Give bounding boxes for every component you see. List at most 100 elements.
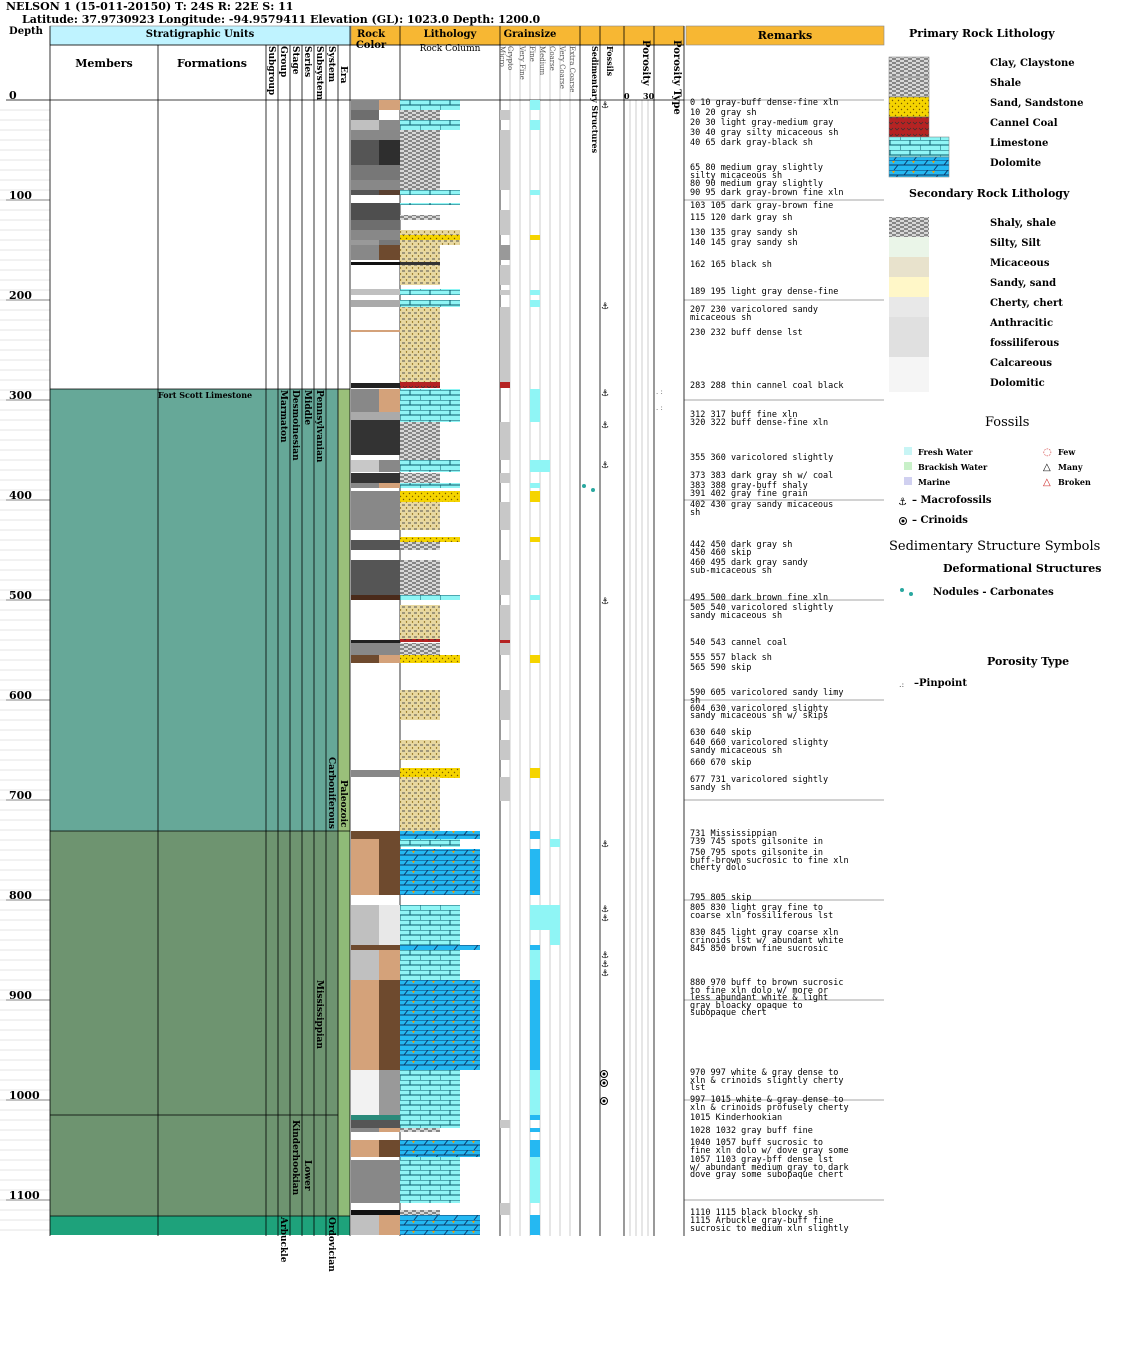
grain-extra-coarse: Extra Coarse [568,46,576,93]
remark-entry: 130 135 gray sandy sh [690,228,798,238]
depth-label: 200 [9,289,32,302]
svg-text:⚓: ⚓ [601,951,609,961]
rank-series: Series [302,46,312,78]
remark-entry: 505 540 varicolored slightly sandy micac… [690,603,834,621]
remark-entry: 140 145 gray sandy sh [690,238,798,248]
depth-label: 0 [9,89,17,102]
remark-entry: 30 40 gray silty micaceous sh [690,128,839,138]
legend-fossiliferous: fossiliferous [990,338,1060,349]
well-location: Latitude: 37.9730923 Longitude: -94.9579… [22,13,541,26]
remark-entry: 805 830 light gray fine to coarse xln fo… [690,903,834,921]
depth-label: 900 [9,989,32,1002]
remark-entry: 1028 1032 gray buff fine [690,1126,813,1136]
remark-entry: 355 360 varicolored slightly [690,453,834,463]
legend-deform-title: Deformational Structures [943,562,1102,575]
legend-few: Few [1058,447,1076,457]
system-ordovician: Ordovician [326,1217,336,1272]
remark-entry: 1110 1115 black blocky sh [690,1208,818,1218]
fossils-header: Fossils [605,46,615,77]
svg-text:⚓: ⚓ [601,969,609,979]
well-title: NELSON 1 (15-011-20150) T: 24S R: 22E S:… [6,0,294,13]
group-arbuckle: Arbuckle [278,1217,288,1263]
legend-nodules: Nodules - Carbonates [933,587,1054,598]
depth-header: Depth [9,26,43,37]
remark-entry: 383 388 gray-buff shaly [690,481,808,491]
subsystem-mississippian: Mississippian [314,980,324,1049]
legend-sed-title: Sedimentary Structure Symbols [889,539,1101,554]
strat-units-header: Stratigraphic Units [145,29,255,40]
lithology-header: Lithology [423,29,477,40]
rank-era: Era [338,66,348,84]
remark-entry: 640 660 varicolored slighty sandy micace… [690,738,829,756]
grainsize-header: Grainsize [503,29,557,40]
remark-entry: 739 745 spots gilsonite in [690,837,824,847]
legend-fresh-water: Fresh Water [918,447,973,457]
grain-fine: Fine [528,46,536,62]
series-middle: Middle [302,390,312,426]
legend-limestone: Limestone [990,138,1049,149]
rock-column-header: Rock Column [419,44,481,54]
porosity-type-header: Porosity Type [671,40,682,115]
legend-broken: Broken [1058,477,1091,487]
legend-shale: Shale [990,78,1022,89]
remark-entry: 460 495 dark gray sandy sub-micaceous sh [690,558,808,576]
formations-header: Formations [177,57,247,70]
depth-label: 800 [9,889,32,902]
remark-entry: 20 30 light gray-medium gray [690,118,834,128]
rank-system: System [326,46,336,83]
rank-stage: Stage [290,46,300,75]
remark-entry: 1115 Arbuckle gray-buff fine sucrosic to… [690,1216,849,1234]
remark-entry: 80 90 medium gray slightly [690,178,824,189]
rank-subgroup: Subgroup [266,46,276,96]
legend-crinoids: – Crinoids [912,515,968,526]
remark-entry: 65 80 medium gray slightly silty micaceo… [690,163,824,181]
remark-entry: 162 165 black sh [690,260,772,270]
legend-porosity-title: Porosity Type [987,655,1070,668]
remark-entry: 495 500 dark brown fine xln [690,593,829,603]
remark-entry: 555 557 black sh [690,653,772,663]
svg-text:⚓: ⚓ [601,905,609,915]
grain-very-fine: Very Fine [518,46,526,80]
remark-entry: 115 120 dark gray sh [690,213,793,223]
svg-text:△: △ [1043,477,1051,488]
remark-entry: 312 317 buff fine xln [690,410,798,420]
remark-entry: 207 230 varicolored sandy micaceous sh [690,305,818,323]
remark-entry: 795 805 skip [690,893,752,903]
remark-entry: 750 795 spots gilsonite in buff-brown su… [690,848,849,873]
svg-text:⚓: ⚓ [601,840,609,850]
svg-text:⚓: ⚓ [898,497,907,508]
stage-kinderhookian: Kinderhookian [290,1120,300,1196]
system-carboniferous: Carboniferous [326,757,336,829]
sed-structures-header: Sedimentary Structures [590,46,600,154]
legend-dolomitic: Dolomitic [990,378,1045,389]
svg-text:⚓: ⚓ [601,302,609,312]
svg-text:◌: ◌ [1043,447,1052,458]
remark-entry: 40 65 dark gray-black sh [690,138,813,148]
remark-entry: 880 970 buff to brown sucrosic to fine x… [690,978,844,1018]
remark-entry: 970 997 white & gray dense to xln & crin… [690,1068,844,1093]
svg-text:. :: . : [656,404,663,412]
remark-entry: 604 630 varicolored slighty sandy micace… [690,703,829,721]
remark-entry: 590 605 varicolored sandy limy sh [690,688,844,706]
remark-entry: 660 670 skip [690,758,752,768]
remark-entry: 402 430 gray sandy micaceous sh [690,500,834,518]
legend-clay: Clay, Claystone [990,58,1075,69]
remark-entry: 997 1015 white & gray dense to xln & cri… [690,1095,849,1113]
remark-entry: 677 731 varicolored sightly sandy sh [690,775,829,793]
remark-entry: 189 195 light gray dense-fine [690,287,839,297]
legend-secondary-title: Secondary Rock Lithology [909,187,1070,200]
remark-entry: 0 10 gray-buff dense-fine xln [690,98,839,108]
legend-brackish-water: Brackish Water [918,462,988,472]
remark-entry: 103 105 dark gray-brown fine [690,201,834,211]
stage-desmoinesian: Desmoinesian [290,390,300,461]
legend-primary-title: Primary Rock Lithology [909,27,1055,40]
rank-subsystem: Subsystem [314,46,324,101]
depth-label: 500 [9,589,32,602]
legend-marine: Marine [918,477,951,487]
grain-crypto: Crypto [506,46,514,71]
era-paleozoic: Paleozoic [338,780,348,828]
depth-label: 1000 [9,1089,40,1102]
porosity-scale-min: 0 [624,91,630,101]
remark-entry: 540 543 cannel coal [690,638,788,648]
formation-fort-scott: Fort Scott Limestone [158,390,253,400]
